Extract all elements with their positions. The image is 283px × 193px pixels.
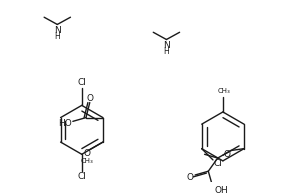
Text: Cl: Cl: [77, 78, 86, 87]
Text: O: O: [83, 149, 91, 158]
Text: Cl: Cl: [213, 159, 222, 168]
Text: OH: OH: [215, 185, 229, 193]
Text: HO: HO: [58, 119, 72, 128]
Text: N: N: [163, 41, 170, 50]
Text: O: O: [86, 94, 93, 103]
Text: CH₃: CH₃: [217, 88, 230, 94]
Text: Cl: Cl: [77, 172, 86, 181]
Text: O: O: [224, 150, 231, 159]
Text: CH₃: CH₃: [81, 158, 93, 164]
Text: O: O: [187, 173, 194, 182]
Text: N: N: [54, 26, 61, 35]
Text: H: H: [54, 32, 60, 41]
Text: H: H: [164, 47, 169, 56]
